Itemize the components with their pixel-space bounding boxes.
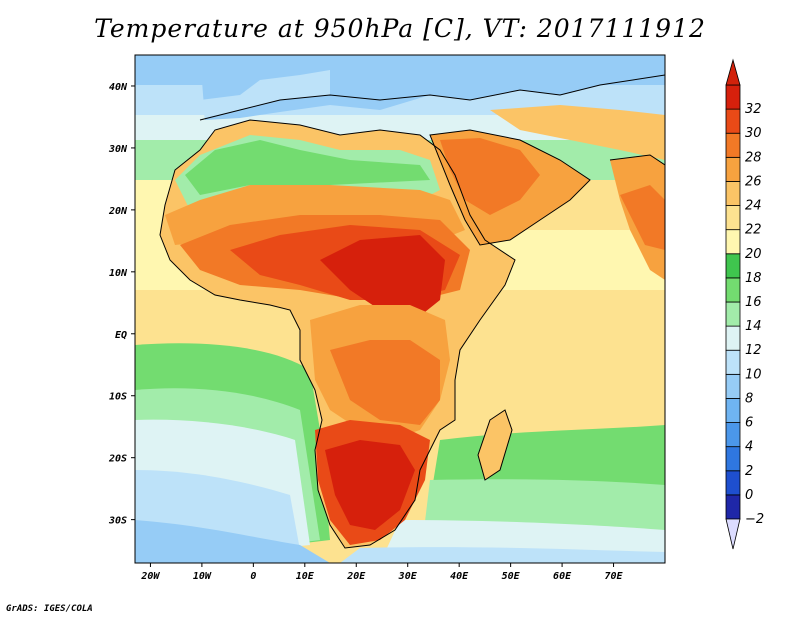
- y-tick-label: 10N: [109, 268, 128, 279]
- colorbar-band: [725, 325, 741, 351]
- longitude-axis: 20W 10W 0 10E 20E 30E 40E 50E 60E 70E: [140, 563, 624, 582]
- colorbar-label: 14: [745, 319, 762, 334]
- y-tick-label: EQ: [115, 330, 127, 341]
- x-tick-label: 20W: [140, 571, 160, 582]
- colorbar-label: 32: [745, 102, 762, 117]
- colorbar-band: [725, 349, 741, 375]
- colorbar-band: [725, 253, 741, 279]
- x-tick-label: 10E: [296, 571, 315, 582]
- latitude-axis: 40N 30N 20N 10N EQ 10S 20S 30S: [108, 82, 135, 527]
- colorbar-label: 30: [745, 126, 762, 141]
- grads-credit: GrADS: IGES/COLA: [6, 604, 93, 614]
- colorbar-label: 26: [745, 174, 762, 189]
- x-tick-label: 70E: [605, 571, 624, 582]
- colorbar-band: [725, 229, 741, 255]
- map-title: Temperature at 950hPa [C], VT: 201711191…: [94, 14, 706, 43]
- temperature-field: [135, 55, 665, 563]
- colorbar-label: 6: [745, 416, 753, 431]
- y-tick-label: 30N: [108, 144, 128, 155]
- colorbar-under-triangle: [725, 518, 741, 550]
- colorbar-label: 28: [745, 150, 762, 165]
- colorbar-band: [725, 277, 741, 303]
- colorbar-label: 22: [745, 223, 762, 238]
- colorbar-band: [725, 422, 741, 448]
- x-tick-label: 50E: [502, 571, 521, 582]
- x-tick-label: 0: [250, 571, 256, 582]
- map-frame: [134, 54, 666, 564]
- colorbar-label: 12: [745, 343, 762, 358]
- x-tick-label: 40E: [450, 571, 469, 582]
- colorbar-label: 10: [745, 367, 762, 382]
- colorbar-label: 24: [745, 199, 762, 214]
- colorbar-band: [725, 398, 741, 423]
- y-tick-label: 40N: [109, 82, 128, 93]
- colorbar-band: [725, 446, 741, 472]
- colorbar-label: −2: [745, 512, 764, 527]
- colorbar-label: 4: [745, 440, 753, 455]
- x-tick-label: 10W: [193, 571, 212, 582]
- y-tick-label: 10S: [109, 392, 127, 403]
- colorbar-band: [725, 156, 741, 182]
- colorbar-label: 2: [745, 464, 753, 479]
- x-tick-label: 30E: [398, 571, 418, 582]
- y-tick-label: 20N: [108, 206, 128, 217]
- colorbar-label: 20: [745, 247, 762, 262]
- colorbar-label: 16: [745, 295, 762, 310]
- colorbar-band: [725, 132, 741, 158]
- colorbar-over-triangle: [725, 58, 741, 86]
- y-tick-label: 30S: [108, 516, 127, 527]
- y-tick-label: 20S: [108, 454, 127, 465]
- colorbar-band: [725, 301, 741, 327]
- x-tick-label: 20E: [346, 571, 366, 582]
- colorbar-label: 0: [745, 488, 753, 503]
- colorbar-band: [725, 494, 741, 520]
- colorbar-band: [725, 373, 741, 399]
- colorbar-band: [725, 181, 741, 206]
- colorbar-band: [725, 205, 741, 231]
- colorbar-band: [725, 470, 741, 496]
- colorbar-band: [725, 84, 741, 110]
- x-tick-label: 60E: [553, 571, 572, 582]
- colorbar-label: 8: [745, 391, 753, 406]
- colorbar-band: [725, 108, 741, 134]
- colorbar-label: 18: [745, 271, 762, 286]
- coastlines: [159, 74, 665, 549]
